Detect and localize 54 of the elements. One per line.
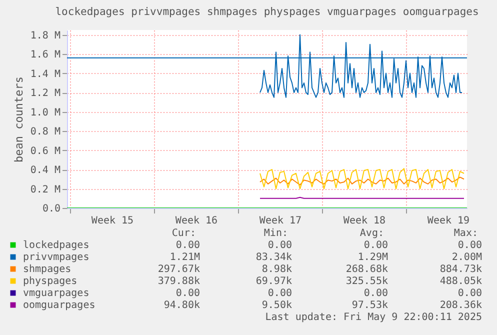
text: 8.98k [262, 264, 292, 275]
legend-label: oomguarpages [23, 300, 96, 311]
legend-label: shmpages [23, 264, 72, 275]
text: Avg: [360, 228, 384, 239]
text: 0.00 [458, 240, 482, 251]
text: 884.73k [440, 264, 482, 275]
y-tick-label: 0.2 M [30, 184, 60, 196]
text: 97.53k [352, 300, 388, 311]
text: Last update: Fri May 9 22:00:11 2025 [265, 312, 482, 323]
text: 0.00 [176, 288, 200, 299]
text: Min: [264, 228, 288, 239]
text: 0.00 [268, 288, 292, 299]
text: 297.67k [158, 264, 200, 275]
text: 268.68k [346, 264, 388, 275]
x-tick-label: Week 19 [427, 216, 470, 226]
legend-label: privvmpages [23, 252, 90, 263]
x-tick-label: Week 16 [175, 216, 218, 226]
text: 0.00 [364, 240, 388, 251]
text: 2.00M [452, 252, 482, 263]
y-tick-label: 0.8 M [30, 126, 60, 138]
text: 379.88k [158, 276, 200, 287]
text: 69.97k [256, 276, 292, 287]
y-tick-label: 1.6 M [30, 50, 60, 61]
text: 83.34k [256, 252, 292, 263]
y-tick-label: 1.0 M [30, 107, 60, 118]
legend-label: physpages [23, 276, 78, 287]
legend-label: vmguarpages [23, 288, 90, 299]
text: 0.00 [364, 288, 388, 299]
text: 488.05k [440, 276, 482, 287]
text: 94.80k [164, 300, 200, 311]
legend-label: lockedpages [23, 240, 90, 251]
y-tick-label: 0.6 M [30, 146, 60, 157]
text: 0.00 [458, 288, 482, 299]
text: 325.55k [346, 276, 388, 287]
line-series [260, 168, 464, 190]
y-tick-label: 0.0 [42, 204, 60, 214]
text: 1.21M [170, 252, 200, 263]
y-tick-label: 1.8 M [30, 30, 60, 42]
text: 1.29M [358, 252, 388, 263]
y-tick-label: 1.4 M [30, 68, 60, 80]
text: Cur: [172, 228, 196, 239]
text: 208.36k [440, 300, 482, 311]
x-tick-label: Week 15 [91, 216, 134, 226]
x-tick-label: Week 18 [343, 216, 386, 226]
y-tick-label: 1.2 M [30, 88, 60, 100]
text: 0.00 [176, 240, 200, 251]
chart-title: lockedpages privvmpages shmpages physpages vmguarpages oomguarpages [55, 6, 479, 18]
line-series [260, 176, 464, 186]
x-tick-label: Week 17 [259, 216, 302, 226]
text: 0.00 [268, 240, 292, 251]
y-tick-label: 0.4 M [30, 165, 60, 176]
text: 9.50k [262, 300, 292, 311]
y-axis-title: bean counters [12, 76, 26, 163]
text: Max: [454, 228, 478, 239]
